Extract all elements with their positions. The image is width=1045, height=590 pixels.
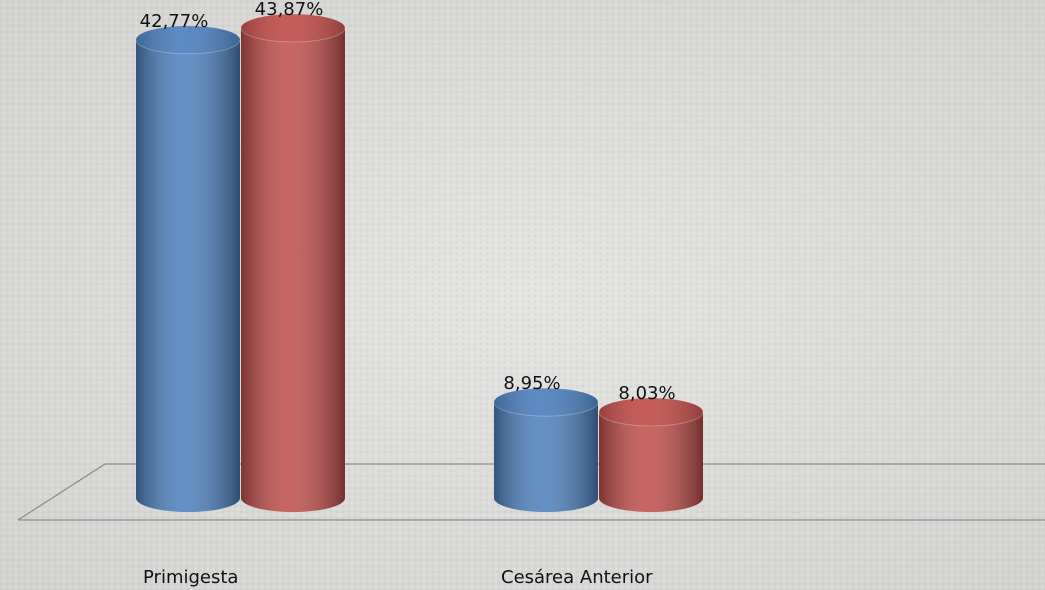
x-tick-label: Cesárea Anterior [501, 567, 653, 588]
x-tick-label: Primigesta [143, 567, 238, 588]
data-label: 8,03% [618, 383, 675, 404]
data-label: 43,87% [255, 0, 324, 20]
cylinder-top-shade [241, 14, 345, 42]
cylinder-top-shade [599, 397, 703, 426]
cylinder-shade [241, 28, 345, 512]
cylinder-shade [136, 39, 240, 512]
cylinder-top-shade [136, 25, 240, 54]
data-label: 42,77% [140, 11, 209, 32]
cylinder-shade [599, 411, 703, 512]
cylinder-top-shade [494, 388, 598, 417]
cylinder-shade [494, 402, 598, 512]
data-label: 8,95% [503, 373, 560, 394]
